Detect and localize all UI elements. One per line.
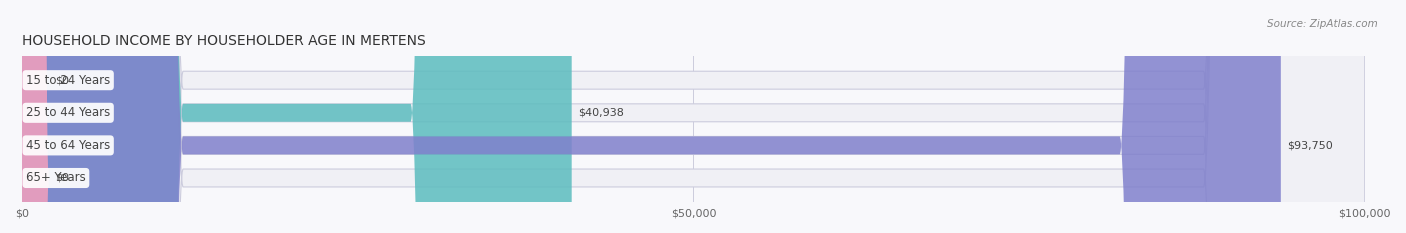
FancyBboxPatch shape (22, 0, 1365, 233)
Text: $0: $0 (56, 173, 69, 183)
Text: Source: ZipAtlas.com: Source: ZipAtlas.com (1267, 19, 1378, 29)
Text: $0: $0 (56, 75, 69, 85)
Text: 65+ Years: 65+ Years (27, 171, 86, 185)
FancyBboxPatch shape (22, 0, 572, 233)
FancyBboxPatch shape (22, 0, 1281, 233)
FancyBboxPatch shape (22, 0, 1365, 233)
Text: HOUSEHOLD INCOME BY HOUSEHOLDER AGE IN MERTENS: HOUSEHOLD INCOME BY HOUSEHOLDER AGE IN M… (22, 34, 426, 48)
FancyBboxPatch shape (22, 0, 1365, 233)
Text: $40,938: $40,938 (578, 108, 624, 118)
FancyBboxPatch shape (20, 0, 49, 233)
Text: 15 to 24 Years: 15 to 24 Years (27, 74, 110, 87)
Text: 45 to 64 Years: 45 to 64 Years (27, 139, 110, 152)
Text: 25 to 44 Years: 25 to 44 Years (27, 106, 110, 119)
FancyBboxPatch shape (22, 0, 1365, 233)
FancyBboxPatch shape (20, 0, 49, 233)
Text: $93,750: $93,750 (1288, 140, 1333, 150)
